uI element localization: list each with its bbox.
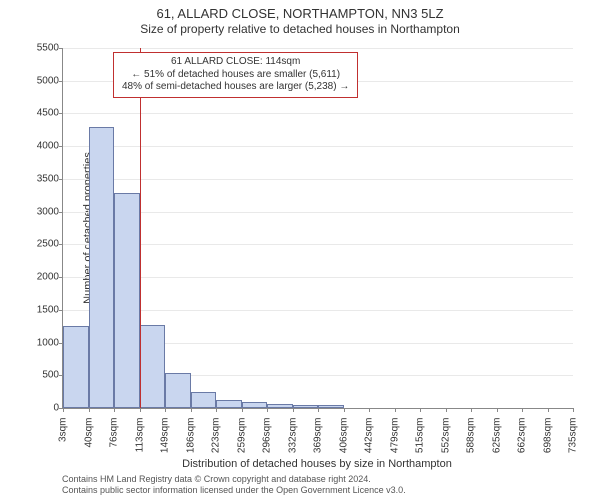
x-tick <box>63 408 64 412</box>
histogram-bar <box>293 405 319 408</box>
y-tick-label: 2500 <box>19 239 59 250</box>
x-tick <box>293 408 294 412</box>
histogram-bar <box>216 400 242 409</box>
callout-line: 61 ALLARD CLOSE: 114sqm <box>122 56 349 69</box>
callout-box: 61 ALLARD CLOSE: 114sqm← 51% of detached… <box>113 52 358 98</box>
callout-line: ← 51% of detached houses are smaller (5,… <box>122 69 349 82</box>
y-tick <box>59 212 63 213</box>
page-title: 61, ALLARD CLOSE, NORTHAMPTON, NN3 5LZ <box>0 0 600 22</box>
histogram-bar <box>89 127 115 408</box>
x-tick <box>522 408 523 412</box>
histogram-bar <box>318 405 344 408</box>
x-tick <box>114 408 115 412</box>
x-tick <box>471 408 472 412</box>
y-tick-label: 2000 <box>19 272 59 283</box>
x-tick <box>318 408 319 412</box>
histogram-bar <box>165 373 191 408</box>
x-tick <box>497 408 498 412</box>
attribution-line-2: Contains public sector information licen… <box>62 485 572 496</box>
y-tick-label: 3000 <box>19 206 59 217</box>
y-tick-label: 0 <box>19 403 59 414</box>
y-tick <box>59 179 63 180</box>
histogram-chart: Number of detached properties 0500100015… <box>62 48 572 408</box>
x-tick <box>395 408 396 412</box>
histogram-bar <box>242 402 268 408</box>
x-tick <box>420 408 421 412</box>
y-tick-label: 500 <box>19 370 59 381</box>
x-tick <box>140 408 141 412</box>
y-tick <box>59 48 63 49</box>
y-tick <box>59 113 63 114</box>
x-tick <box>446 408 447 412</box>
y-tick <box>59 310 63 311</box>
histogram-bar <box>140 325 166 408</box>
y-tick <box>59 244 63 245</box>
x-tick <box>216 408 217 412</box>
y-tick-label: 1500 <box>19 304 59 315</box>
callout-line: 48% of semi-detached houses are larger (… <box>122 81 349 94</box>
reference-line <box>140 48 141 408</box>
plot-area: 0500100015002000250030003500400045005000… <box>62 48 573 409</box>
attribution-line-1: Contains HM Land Registry data © Crown c… <box>62 474 572 485</box>
y-tick <box>59 146 63 147</box>
y-tick-label: 4000 <box>19 141 59 152</box>
histogram-bar <box>63 326 89 408</box>
y-tick-label: 5000 <box>19 75 59 86</box>
histogram-bar <box>267 404 293 408</box>
y-tick-label: 4500 <box>19 108 59 119</box>
y-tick <box>59 81 63 82</box>
x-tick <box>369 408 370 412</box>
x-tick <box>267 408 268 412</box>
x-tick <box>573 408 574 412</box>
x-axis-label: Distribution of detached houses by size … <box>62 458 572 470</box>
y-tick <box>59 277 63 278</box>
page-subtitle: Size of property relative to detached ho… <box>0 22 600 40</box>
x-tick <box>548 408 549 412</box>
histogram-bar <box>114 193 140 408</box>
y-tick-label: 3500 <box>19 173 59 184</box>
histogram-bar <box>191 392 217 408</box>
x-tick <box>191 408 192 412</box>
x-tick <box>165 408 166 412</box>
y-tick-label: 1000 <box>19 337 59 348</box>
attribution: Contains HM Land Registry data © Crown c… <box>62 474 572 496</box>
x-tick <box>242 408 243 412</box>
x-tick <box>89 408 90 412</box>
y-tick-label: 5500 <box>19 43 59 54</box>
x-tick <box>344 408 345 412</box>
